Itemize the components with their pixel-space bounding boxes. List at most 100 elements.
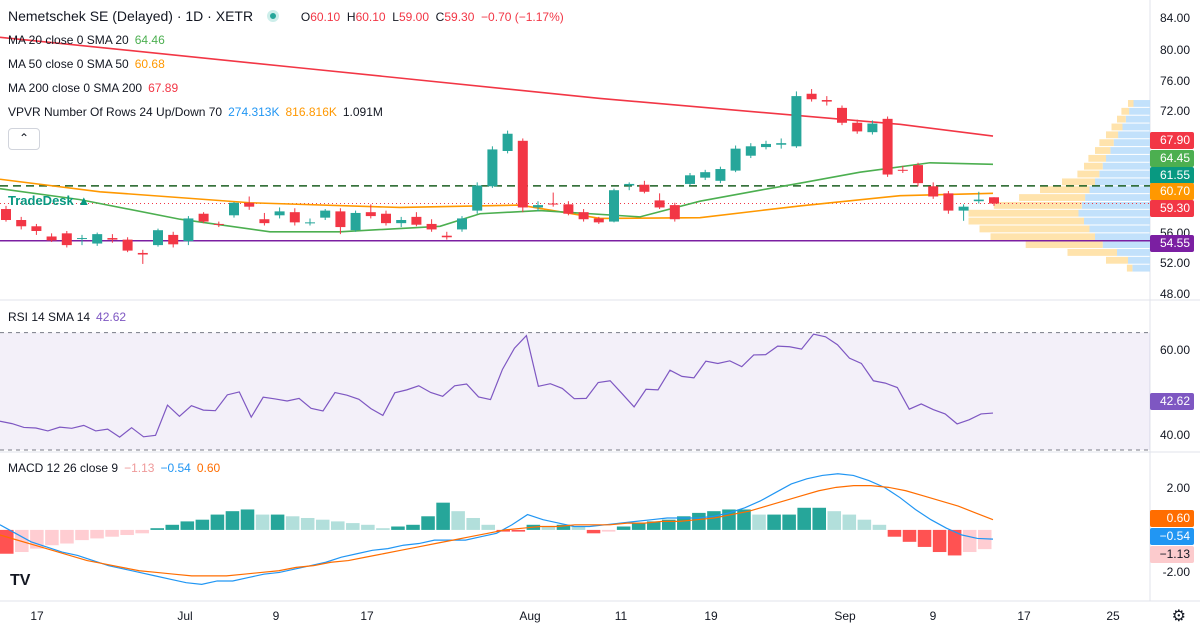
macd-hist-bar bbox=[631, 523, 646, 530]
candle-up bbox=[305, 222, 315, 224]
macd-hist-bar bbox=[391, 526, 405, 530]
ma200-legend[interactable]: MA 200 close 0 SMA 200 67.89 bbox=[8, 81, 179, 95]
last-price-badge: 59.30 bbox=[1150, 200, 1194, 217]
price-tick: 84.00 bbox=[1159, 11, 1190, 25]
ma50-legend[interactable]: MA 50 close 0 SMA 50 60.68 bbox=[8, 57, 165, 71]
vp-down-bar bbox=[1019, 194, 1086, 201]
macd-line bbox=[0, 473, 994, 585]
macd-hist-bar bbox=[240, 509, 255, 530]
candle-down bbox=[411, 216, 422, 225]
candle-down bbox=[289, 212, 300, 223]
vpvr-legend[interactable]: VPVR Number Of Rows 24 Up/Down 70 274.313… bbox=[8, 105, 383, 119]
macd-hist-bar bbox=[586, 529, 601, 534]
ma20-legend[interactable]: MA 20 close 0 SMA 20 64.46 bbox=[8, 33, 165, 47]
vp-down-bar bbox=[1126, 264, 1133, 272]
ma200-value: 67.89 bbox=[148, 81, 179, 95]
candle-up bbox=[396, 220, 407, 224]
price-tick: 48.00 bbox=[1159, 287, 1190, 301]
candle-down bbox=[897, 169, 908, 171]
vp-down-bar bbox=[968, 217, 1084, 225]
macd-hist-bar bbox=[285, 516, 300, 530]
macd-hist-bar bbox=[646, 521, 661, 530]
macd-hist-bar bbox=[210, 514, 225, 530]
vp-down-bar bbox=[1106, 131, 1119, 139]
rsi-tick: 40.00 bbox=[1159, 428, 1190, 442]
market-status-icon bbox=[266, 10, 279, 22]
candle-down bbox=[654, 200, 665, 208]
macd-hist-bar bbox=[707, 511, 721, 530]
vpvr-down-value: 816.816K bbox=[285, 105, 337, 119]
candle-up bbox=[153, 230, 163, 246]
collapse-legend-button[interactable]: ⌃ bbox=[8, 128, 40, 150]
candle-up bbox=[624, 183, 635, 186]
candle-up bbox=[183, 218, 194, 242]
macd-hist-bar bbox=[947, 529, 962, 556]
candle-up bbox=[791, 96, 802, 147]
vp-down-bar bbox=[1099, 139, 1114, 147]
price-tick: 72.00 bbox=[1159, 104, 1190, 118]
vp-up-bar bbox=[1095, 178, 1150, 186]
vp-down-bar bbox=[1062, 178, 1095, 186]
level-price-badge: 61.55 bbox=[1150, 167, 1194, 184]
vp-down-bar bbox=[1095, 147, 1111, 154]
candle-up bbox=[776, 143, 787, 145]
macd-hist-bar bbox=[30, 529, 44, 549]
candle-down bbox=[16, 220, 27, 227]
vp-down-bar bbox=[990, 233, 1095, 241]
ma20-line bbox=[0, 161, 994, 233]
tradingview-logo[interactable]: TV bbox=[10, 572, 31, 589]
vp-up-bar bbox=[1106, 154, 1150, 162]
macd-hist-bar bbox=[376, 528, 390, 530]
vp-up-bar bbox=[1095, 233, 1150, 241]
candle-up bbox=[685, 175, 695, 184]
rsi-legend[interactable]: RSI 14 SMA 14 42.62 bbox=[8, 310, 127, 324]
macd-tick: 2.00 bbox=[1166, 481, 1190, 495]
macd-legend[interactable]: MACD 12 26 close 9 −1.13 −0.54 0.60 bbox=[8, 461, 221, 475]
candle-down bbox=[365, 212, 376, 217]
vp-up-bar bbox=[1125, 115, 1150, 123]
macd-hist-bar bbox=[225, 511, 240, 530]
macd-hist-bar bbox=[436, 502, 450, 530]
candle-down bbox=[578, 212, 589, 220]
macd-hist-bar bbox=[842, 514, 857, 530]
vpvr-up-value: 274.313K bbox=[228, 105, 280, 119]
macd-line-value: −0.54 bbox=[160, 461, 191, 475]
candle-down bbox=[639, 184, 650, 192]
candle-up bbox=[350, 212, 361, 231]
time-label: 17 bbox=[360, 609, 374, 623]
candle-down bbox=[882, 118, 893, 175]
candle-down bbox=[806, 93, 817, 100]
vp-up-bar bbox=[1081, 201, 1150, 209]
candle-down bbox=[244, 202, 255, 207]
vp-down-bar bbox=[1067, 249, 1117, 256]
rsi-badge: 42.62 bbox=[1150, 393, 1194, 410]
macd-hist-bar bbox=[932, 529, 947, 553]
candle-down bbox=[669, 205, 680, 220]
macd-hist-bar bbox=[962, 529, 977, 553]
macd-hist-bar bbox=[406, 524, 420, 530]
candle-up bbox=[745, 146, 756, 156]
macd-hist-bar bbox=[451, 511, 465, 530]
candle-down bbox=[168, 234, 179, 245]
time-label: Sep bbox=[834, 609, 856, 623]
vp-down-bar bbox=[1121, 107, 1130, 115]
macd-hist-bar bbox=[300, 517, 315, 530]
vp-down-bar bbox=[1025, 241, 1103, 249]
macd-hist-bar bbox=[827, 511, 842, 530]
vp-down-bar bbox=[1088, 154, 1106, 162]
rsi-line bbox=[0, 333, 994, 438]
vp-up-bar bbox=[1089, 225, 1150, 233]
rsi-value: 42.62 bbox=[96, 310, 127, 324]
macd-hist-bar bbox=[361, 524, 375, 530]
vp-up-bar bbox=[1110, 147, 1150, 154]
chart-header: Nemetschek SE (Delayed) · 1D · XETR O60.… bbox=[8, 8, 564, 24]
macd-hist-bar bbox=[135, 529, 149, 534]
rsi-band bbox=[0, 332, 1150, 450]
time-label: 9 bbox=[929, 609, 937, 623]
symbol-title[interactable]: Nemetschek SE (Delayed) · 1D · XETR bbox=[8, 8, 254, 24]
gear-icon[interactable]: ⚙ bbox=[1171, 608, 1186, 625]
candle-down bbox=[913, 165, 923, 184]
grid-layer bbox=[0, 0, 1200, 602]
macd-hist-bar bbox=[421, 516, 435, 530]
